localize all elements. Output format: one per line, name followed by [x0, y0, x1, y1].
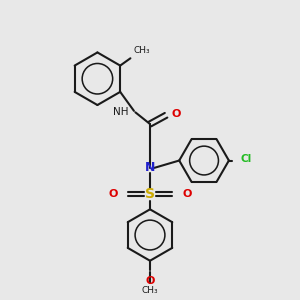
- Text: N: N: [145, 161, 155, 174]
- Text: Cl: Cl: [241, 154, 252, 164]
- Text: CH₃: CH₃: [142, 286, 158, 296]
- Text: O: O: [145, 276, 155, 286]
- Text: S: S: [145, 187, 155, 201]
- Text: O: O: [109, 189, 118, 199]
- Text: CH₃: CH₃: [134, 46, 151, 55]
- Text: NH: NH: [112, 107, 128, 117]
- Text: O: O: [182, 189, 191, 199]
- Text: O: O: [171, 109, 181, 119]
